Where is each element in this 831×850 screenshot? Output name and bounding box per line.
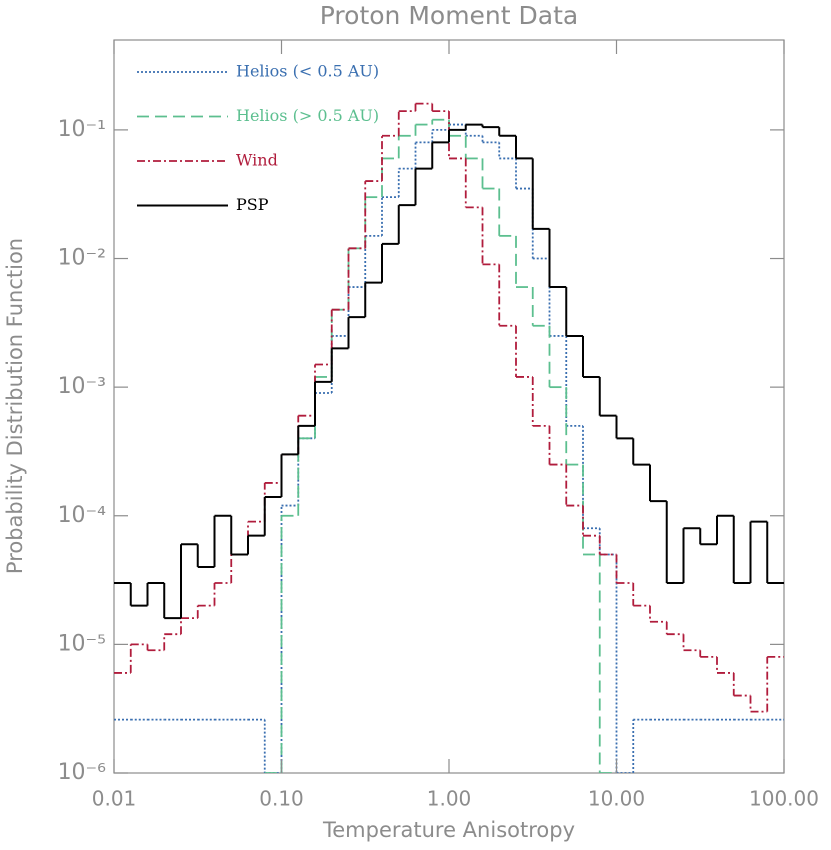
x-tick-label: 10.00: [588, 787, 645, 811]
plot-area: [114, 102, 784, 773]
x-tick-label: 0.10: [259, 787, 304, 811]
x-axis-label: Temperature Anisotropy: [322, 818, 575, 842]
y-tick-label: 10⁻⁵: [58, 631, 106, 656]
x-tick-label: 100.00: [749, 787, 819, 811]
legend-label: PSP: [236, 195, 269, 214]
y-tick-label: 10⁻⁶: [58, 760, 107, 785]
legend-label: Wind: [236, 151, 278, 170]
legend-label: Helios (> 0.5 AU): [236, 106, 379, 125]
x-tick-label: 1.00: [427, 787, 472, 811]
x-tick-label: 0.01: [92, 787, 137, 811]
y-tick-label: 10⁻²: [58, 246, 106, 271]
y-axis-label: Probability Distribution Function: [3, 238, 27, 574]
legend-label: Helios (< 0.5 AU): [236, 62, 379, 81]
y-tick-label: 10⁻⁴: [58, 503, 107, 528]
y-tick-label: 10⁻¹: [58, 117, 106, 142]
y-tick-label: 10⁻³: [58, 374, 106, 399]
chart-title: Proton Moment Data: [320, 1, 578, 30]
